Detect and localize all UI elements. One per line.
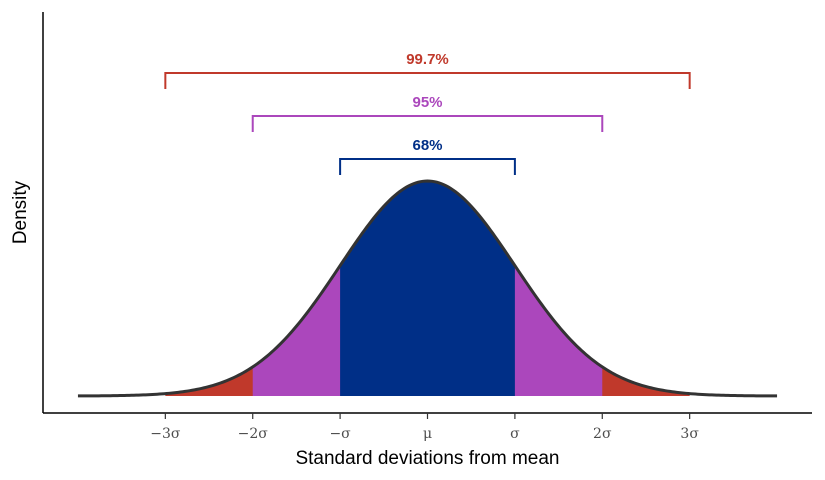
- x-axis-ticks: −3σ −2σ −σ μ σ 2σ 3σ: [150, 413, 699, 442]
- x-tick-label-6: 2σ: [593, 426, 612, 442]
- x-axis-title: Standard deviations from mean: [295, 448, 559, 469]
- x-tick-label-3: −σ: [329, 426, 351, 442]
- shaded-band-3: [340, 181, 515, 396]
- x-tick-label-1: −3σ: [150, 426, 181, 442]
- bracket-3: [339, 158, 516, 175]
- x-tick-label-7: 3σ: [680, 426, 699, 442]
- bracket-label-3: 68%: [412, 137, 442, 154]
- percentage-brackets: 99.7% 95% 68%: [164, 51, 691, 175]
- bracket-1: [164, 72, 691, 89]
- x-tick-label-5: σ: [510, 426, 520, 442]
- bracket-label-2: 95%: [412, 94, 442, 111]
- y-axis-title: Density: [10, 180, 31, 244]
- bracket-2: [251, 115, 604, 132]
- x-tick-label-4: μ: [423, 426, 432, 442]
- density-curve: [77, 179, 778, 398]
- shaded-bands: [165, 181, 690, 396]
- x-tick-label-2: −2σ: [238, 426, 269, 442]
- bracket-label-1: 99.7%: [406, 51, 449, 68]
